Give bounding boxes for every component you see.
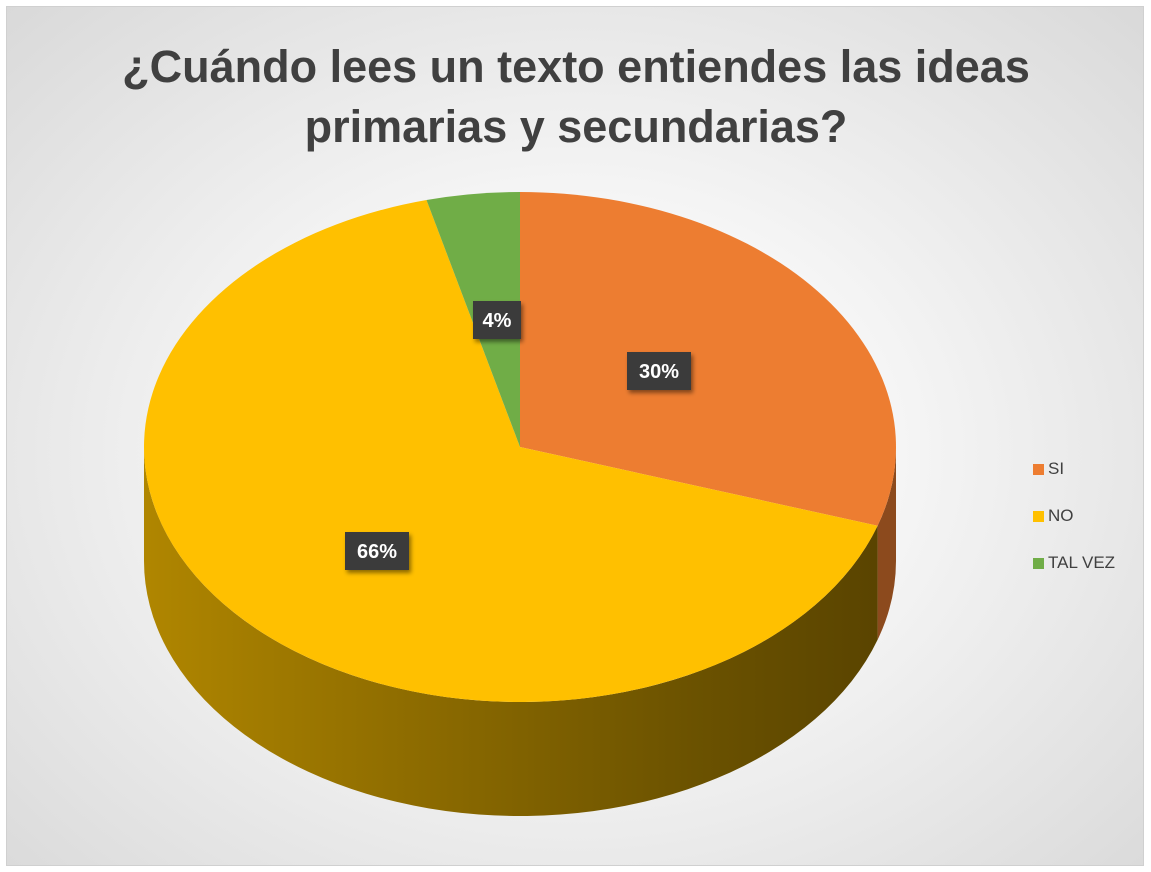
chart-title: ¿Cuándo lees un texto entiendes las idea… — [7, 37, 1143, 157]
legend-item-no: NO — [1033, 504, 1115, 528]
legend-label-tal-vez: TAL VEZ — [1048, 553, 1116, 572]
chart-title-line-1: ¿Cuándo lees un texto entiendes las idea… — [122, 41, 1030, 92]
data-label-text-tal-vez: 4% — [483, 310, 512, 332]
legend-swatch-no — [1033, 510, 1044, 522]
legend-swatch-tal-vez — [1033, 557, 1044, 569]
pie-slices — [143, 192, 896, 702]
pie-side-si — [877, 447, 896, 640]
data-label-no: 66% — [345, 532, 409, 570]
pie-sides — [144, 447, 896, 816]
legend-label-no: NO — [1048, 506, 1074, 525]
data-label-box-si — [627, 352, 691, 390]
chart-area: ¿Cuándo lees un texto entiendes las idea… — [6, 6, 1144, 866]
pie-chart: 30% 66% 4% — [143, 192, 896, 816]
pie-data-labels: 30% 66% 4% — [345, 301, 691, 570]
legend: SI NO TAL VEZ — [1033, 457, 1115, 598]
pie-slice-no — [143, 200, 878, 702]
data-label-box-no — [345, 532, 409, 570]
data-label-tal-vez: 4% — [473, 301, 521, 339]
pie-side-no — [144, 447, 878, 816]
legend-label-si: SI — [1048, 459, 1065, 478]
chart-title-line-2: primarias y secundarias? — [304, 101, 848, 152]
legend-swatch-si — [1033, 463, 1044, 475]
legend-item-tal-vez: TAL VEZ — [1033, 551, 1115, 575]
data-label-si: 30% — [627, 352, 691, 390]
data-label-box-tal-vez — [473, 301, 521, 339]
data-label-text-no: 66% — [357, 541, 397, 563]
data-label-text-si: 30% — [639, 361, 679, 383]
legend-item-si: SI — [1033, 457, 1115, 481]
pie-slice-si — [520, 192, 896, 526]
